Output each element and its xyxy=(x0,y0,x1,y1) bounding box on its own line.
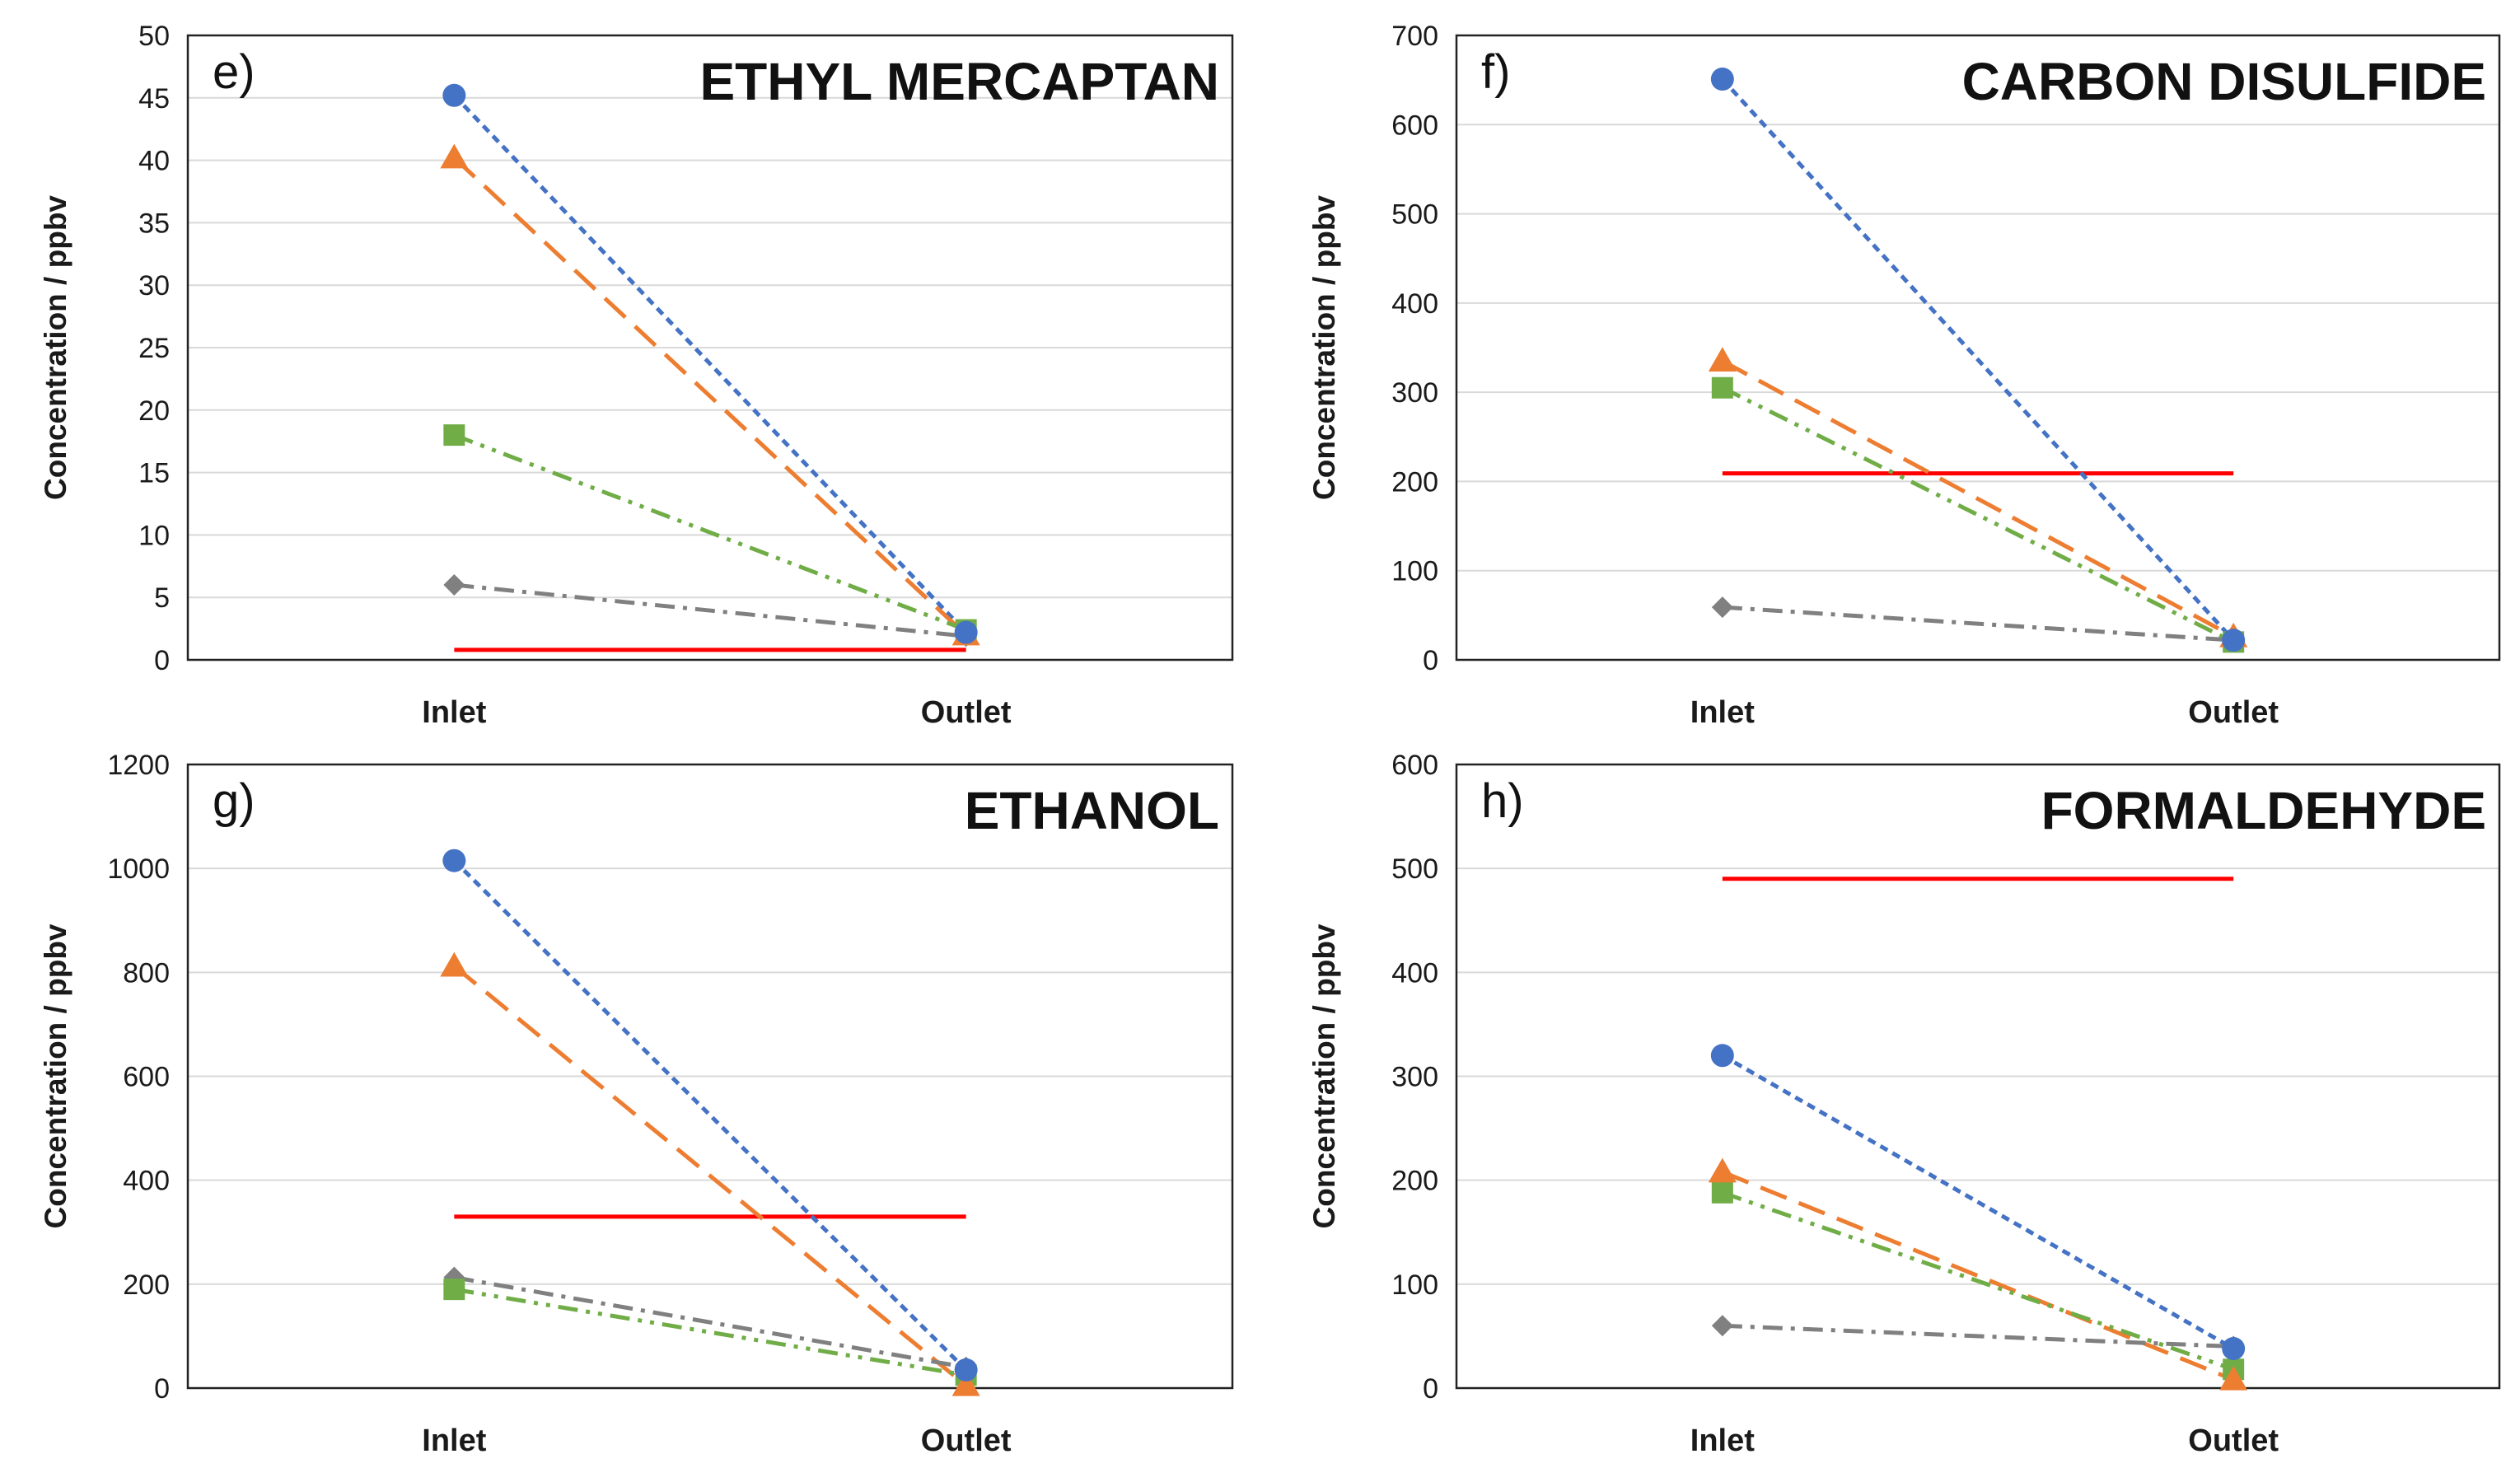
series-line-series-3 xyxy=(1722,1190,2234,1372)
y-tick-label: 200 xyxy=(1391,1166,1438,1197)
y-tick-label: 0 xyxy=(1423,1373,1438,1405)
data-point-series-3 xyxy=(1711,1181,1733,1204)
data-point-series-3 xyxy=(443,424,465,446)
plot-frame xyxy=(186,34,1234,662)
y-tick-label: 100 xyxy=(1391,556,1438,587)
panel-title: FORMALDEHYDE xyxy=(2041,781,2486,840)
data-point-series-2 xyxy=(1708,347,1737,372)
data-point-series-1 xyxy=(442,849,466,872)
y-tick-label: 500 xyxy=(1391,853,1438,885)
x-category-label: Outlet xyxy=(2188,1424,2279,1458)
y-tick-label: 0 xyxy=(154,1373,170,1405)
series-line-series-1 xyxy=(452,858,968,1372)
y-tick-label: 10 xyxy=(138,520,170,551)
data-point-series-2 xyxy=(440,951,469,977)
data-point-series-2 xyxy=(951,1371,980,1396)
y-tick-label: 500 xyxy=(1391,199,1438,231)
y-tick-label: 1000 xyxy=(107,853,170,885)
plot-frame xyxy=(186,763,1234,1390)
x-category-label: Inlet xyxy=(1690,1424,1755,1458)
series-line-series-4 xyxy=(453,1275,967,1370)
chart-panel-2: 0 100 200 300 400 500 600 700 Inlet Outlet Concent… xyxy=(1307,21,2501,730)
series-line-series-2 xyxy=(452,156,968,637)
data-point-series-4 xyxy=(1711,596,1733,619)
x-category-label: Outlet xyxy=(921,695,1012,730)
data-point-series-1 xyxy=(1710,68,1734,91)
data-point-series-4 xyxy=(443,574,465,596)
y-tick-label: 1200 xyxy=(107,750,170,781)
x-category-label: Inlet xyxy=(422,695,486,730)
panel-title: ETHYL MERCAPTAN xyxy=(699,52,1219,111)
x-category-label: Inlet xyxy=(1690,695,1755,730)
chart-panel-4: 0 100 200 300 400 500 600 Inlet Outlet Concentrat… xyxy=(1307,750,2501,1458)
x-category-label: Inlet xyxy=(422,1424,486,1458)
data-point-series-1 xyxy=(442,83,466,107)
panel-title: CARBON DISULFIDE xyxy=(1962,52,2486,111)
y-tick-label: 0 xyxy=(1423,645,1438,676)
y-tick-label: 600 xyxy=(123,1062,170,1093)
series-line-series-3 xyxy=(453,432,967,632)
data-point-series-1 xyxy=(2222,1337,2246,1361)
data-point-series-1 xyxy=(2222,629,2246,652)
y-tick-label: 600 xyxy=(1391,110,1438,141)
x-category-label: Outlet xyxy=(921,1424,1012,1458)
y-tick-label: 600 xyxy=(1391,750,1438,781)
series-line-series-3 xyxy=(453,1287,967,1377)
series-line-series-1 xyxy=(452,94,968,634)
data-point-series-4 xyxy=(1711,1315,1733,1337)
y-tick-label: 300 xyxy=(1391,1062,1438,1093)
series-line-series-4 xyxy=(454,582,966,638)
y-axis-label: Concentration / ppbv xyxy=(39,923,72,1228)
y-tick-label: 700 xyxy=(1391,21,1438,52)
data-point-series-2 xyxy=(2219,1365,2248,1391)
y-tick-label: 400 xyxy=(1391,288,1438,320)
panel-letter: f) xyxy=(1481,45,1510,99)
y-tick-label: 200 xyxy=(123,1269,170,1301)
panel-letter: e) xyxy=(213,45,255,99)
series-line-series-2 xyxy=(1721,359,2235,639)
y-tick-label: 35 xyxy=(138,208,170,239)
x-category-label: Outlet xyxy=(2188,695,2279,730)
chart-panel-3: 0 200 400 600 800 1000 1200 Inlet Outlet Concentr… xyxy=(39,750,1234,1458)
panel-title: ETHANOL xyxy=(965,781,1219,840)
panel-letter: h) xyxy=(1481,774,1524,828)
data-point-series-1 xyxy=(1710,1044,1734,1068)
y-tick-label: 800 xyxy=(123,957,170,989)
chart-panel-1: 0 5 10 15 20 25 30 35 40 45 50 Inlet Outlet Concentra… xyxy=(39,21,1234,730)
y-tick-label: 50 xyxy=(138,21,170,52)
y-axis-label: Concentration / ppbv xyxy=(1307,923,1341,1228)
data-point-series-1 xyxy=(954,1358,978,1382)
data-point-series-1 xyxy=(954,620,978,644)
data-point-series-3 xyxy=(1711,376,1733,399)
plot-frame xyxy=(1455,763,2501,1390)
y-tick-label: 45 xyxy=(138,83,170,115)
y-tick-label: 30 xyxy=(138,270,170,302)
plot-frame xyxy=(1455,34,2501,662)
y-tick-label: 5 xyxy=(154,582,170,614)
series-line-series-2 xyxy=(1721,1170,2235,1382)
y-tick-label: 400 xyxy=(123,1166,170,1197)
data-point-series-3 xyxy=(443,1279,465,1301)
y-tick-label: 25 xyxy=(138,333,170,364)
series-line-series-3 xyxy=(1721,386,2235,644)
y-tick-label: 200 xyxy=(1391,466,1438,498)
y-tick-label: 100 xyxy=(1391,1269,1438,1301)
series-line-series-4 xyxy=(1722,1323,2234,1349)
y-tick-label: 400 xyxy=(1391,957,1438,989)
series-line-series-2 xyxy=(452,964,968,1387)
series-line-series-1 xyxy=(1720,77,2236,642)
data-point-series-2 xyxy=(440,143,469,169)
y-tick-label: 300 xyxy=(1391,377,1438,409)
y-tick-label: 40 xyxy=(138,146,170,177)
series-line-series-4 xyxy=(1722,605,2234,643)
data-point-series-2 xyxy=(1708,1157,1737,1183)
y-tick-label: 20 xyxy=(138,395,170,427)
y-tick-label: 0 xyxy=(154,645,170,676)
y-axis-label: Concentration / ppbv xyxy=(39,195,72,500)
y-axis-label: Concentration / ppbv xyxy=(1307,195,1341,500)
y-tick-label: 15 xyxy=(138,458,170,489)
panel-letter: g) xyxy=(213,774,255,828)
series-line-series-1 xyxy=(1721,1054,2235,1351)
